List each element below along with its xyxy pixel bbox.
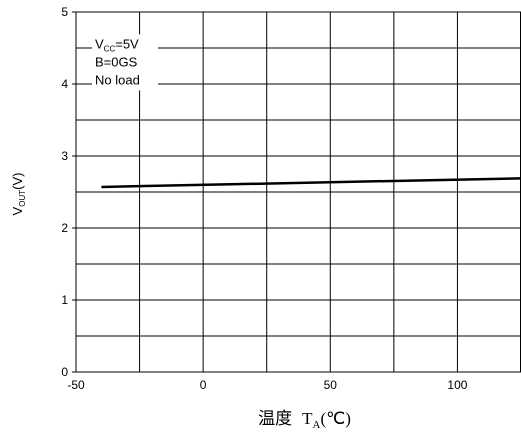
y-tick-label: 3 <box>61 149 68 163</box>
x-tick-label: 50 <box>324 378 338 392</box>
y-tick-label: 0 <box>61 365 68 379</box>
annotation-vcc: VCC=5V <box>95 36 139 53</box>
x-tick-label: 0 <box>200 378 207 392</box>
x-axis-label-prefix: 温度 <box>258 409 292 428</box>
y-axis-label-unit: (V) <box>10 173 25 190</box>
y-tick-label: 1 <box>61 293 68 307</box>
annotation-background <box>92 34 158 91</box>
x-tick-label: 100 <box>447 378 467 392</box>
x-axis-label-unit: (℃) <box>320 409 350 428</box>
series-line-0 <box>101 177 521 189</box>
y-axis-label: VOUT(V) <box>10 173 27 216</box>
y-tick-label: 5 <box>61 5 68 19</box>
series-layer <box>101 177 521 189</box>
annotation-vcc-symbol: V <box>95 36 104 51</box>
y-axis-label-symbol: V <box>10 206 25 215</box>
y-tick-label: 2 <box>61 221 68 235</box>
x-axis-label-symbol: T <box>302 409 313 428</box>
annotation-field: B=0GS <box>95 54 138 69</box>
y-axis-label-subscript: OUT <box>18 190 27 207</box>
x-tick-labels: -50 0 50 100 <box>67 378 467 392</box>
x-axis-label: 温度 TA(℃) <box>258 409 351 431</box>
y-tick-labels: 0 1 2 3 4 5 <box>61 5 76 379</box>
annotation-vcc-subscript: CC <box>104 44 116 53</box>
x-tick-label: -50 <box>67 378 85 392</box>
grid-lines <box>76 12 521 372</box>
conditions-annotation: VCC=5V B=0GS No load <box>92 34 158 91</box>
x-axis-label-subscript: A <box>313 419 321 431</box>
annotation-load: No load <box>95 72 140 87</box>
annotation-vcc-value: =5V <box>115 36 139 51</box>
y-tick-label: 4 <box>61 77 68 91</box>
